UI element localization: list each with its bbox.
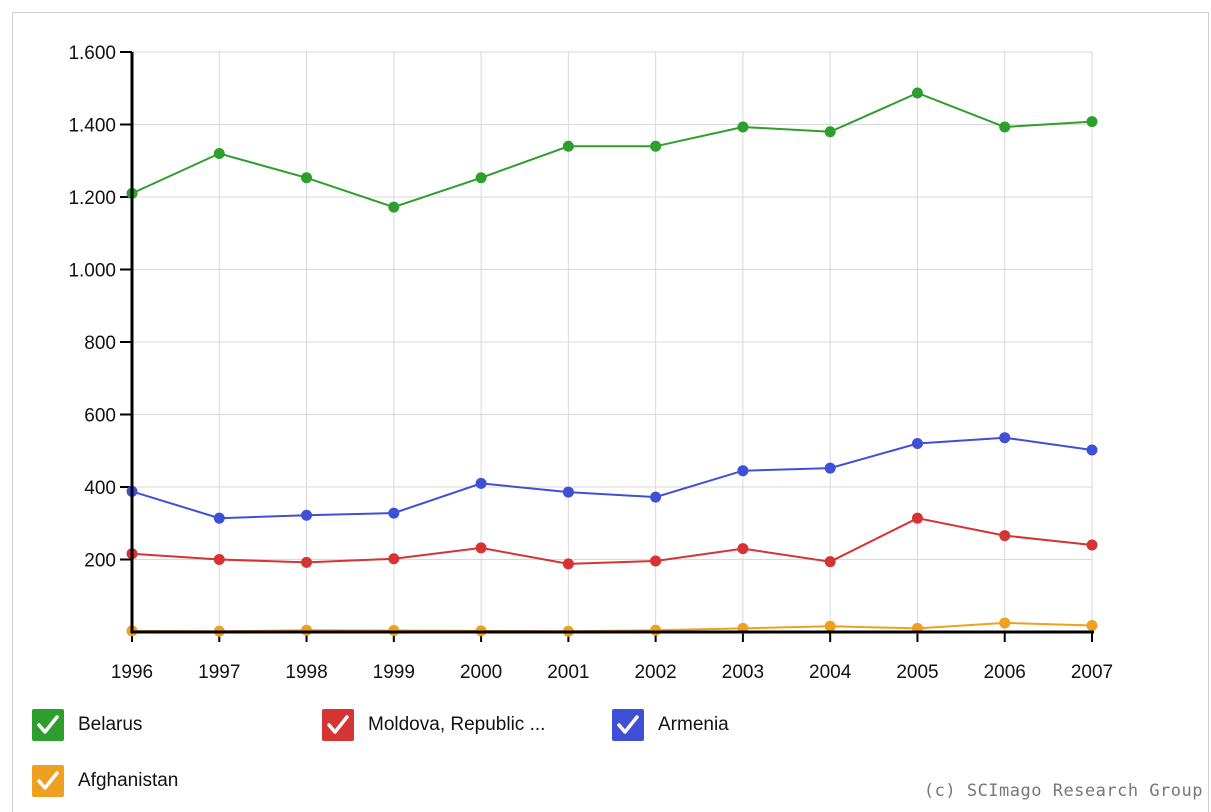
data-point: [650, 555, 661, 566]
x-tick-label: 2001: [547, 662, 589, 683]
data-point: [476, 172, 487, 183]
y-tick-label: 200: [84, 551, 116, 572]
data-point: [737, 543, 748, 554]
series-line-2: [132, 438, 1092, 519]
checkbox-belarus[interactable]: [32, 709, 64, 741]
data-point: [650, 141, 661, 152]
line-chart: 200 400 600 800 1.000 1.200 1.400 1.600 1996 1997…: [0, 0, 1211, 690]
legend-label: Moldova, Republic ...: [368, 714, 545, 736]
data-point: [214, 148, 225, 159]
y-tick-label: 1.000: [68, 261, 116, 282]
data-point: [476, 542, 487, 553]
data-point: [388, 508, 399, 519]
check-icon: [35, 712, 61, 738]
data-point: [825, 463, 836, 474]
data-point: [563, 487, 574, 498]
data-point: [825, 126, 836, 137]
check-icon: [615, 712, 641, 738]
legend-label: Afghanistan: [78, 770, 178, 792]
data-point: [737, 465, 748, 476]
x-tick-label: 1999: [373, 662, 415, 683]
x-tick-label: 1996: [111, 662, 153, 683]
check-icon: [35, 768, 61, 794]
series-line-3: [132, 623, 1092, 631]
data-point: [825, 621, 836, 632]
x-tick-label: 2005: [896, 662, 938, 683]
data-point: [1087, 116, 1098, 127]
data-point: [1087, 620, 1098, 631]
x-tick-label: 2007: [1071, 662, 1113, 683]
data-point: [912, 87, 923, 98]
data-point: [1087, 445, 1098, 456]
data-point: [563, 558, 574, 569]
data-point: [476, 478, 487, 489]
checkbox-afghanistan[interactable]: [32, 765, 64, 797]
data-point: [301, 172, 312, 183]
x-tick-label: 2004: [809, 662, 852, 683]
data-point: [737, 122, 748, 133]
y-tick-label: 400: [84, 478, 116, 499]
y-tick-label: 600: [84, 406, 116, 427]
check-icon: [325, 712, 351, 738]
y-tick-label: 1.200: [68, 188, 116, 209]
checkbox-armenia[interactable]: [612, 709, 644, 741]
legend-item-armenia[interactable]: Armenia: [612, 707, 729, 743]
data-point: [1087, 540, 1098, 551]
series-line-1: [132, 518, 1092, 564]
data-point: [999, 530, 1010, 541]
data-point: [388, 553, 399, 564]
data-point: [563, 141, 574, 152]
x-tick-label: 1997: [198, 662, 240, 683]
data-point: [999, 122, 1010, 133]
data-point: [650, 492, 661, 503]
data-point: [650, 625, 661, 636]
data-point: [214, 554, 225, 565]
data-point: [301, 625, 312, 636]
credit-text: (c) SCImago Research Group: [924, 781, 1203, 801]
legend-item-afghanistan[interactable]: Afghanistan: [32, 763, 178, 799]
y-tick-label: 800: [84, 333, 116, 354]
x-tick-label: 2006: [984, 662, 1026, 683]
data-point: [388, 202, 399, 213]
legend-item-belarus[interactable]: Belarus: [32, 707, 142, 743]
checkbox-moldova[interactable]: [322, 709, 354, 741]
legend-label: Armenia: [658, 714, 729, 736]
x-tick-label: 2000: [460, 662, 502, 683]
x-tick-label: 1998: [285, 662, 327, 683]
data-point: [912, 438, 923, 449]
data-point: [999, 432, 1010, 443]
data-point: [214, 513, 225, 524]
x-tick-label: 2002: [634, 662, 676, 683]
data-point: [825, 556, 836, 567]
data-point: [999, 617, 1010, 628]
y-tick-label: 1.400: [68, 116, 116, 137]
data-point: [301, 557, 312, 568]
x-tick-label: 2003: [722, 662, 764, 683]
legend-label: Belarus: [78, 714, 142, 736]
series-line-0: [132, 93, 1092, 207]
legend-item-moldova[interactable]: Moldova, Republic ...: [322, 707, 545, 743]
y-tick-label: 1.600: [68, 43, 116, 64]
data-point: [301, 510, 312, 521]
data-point: [912, 513, 923, 524]
